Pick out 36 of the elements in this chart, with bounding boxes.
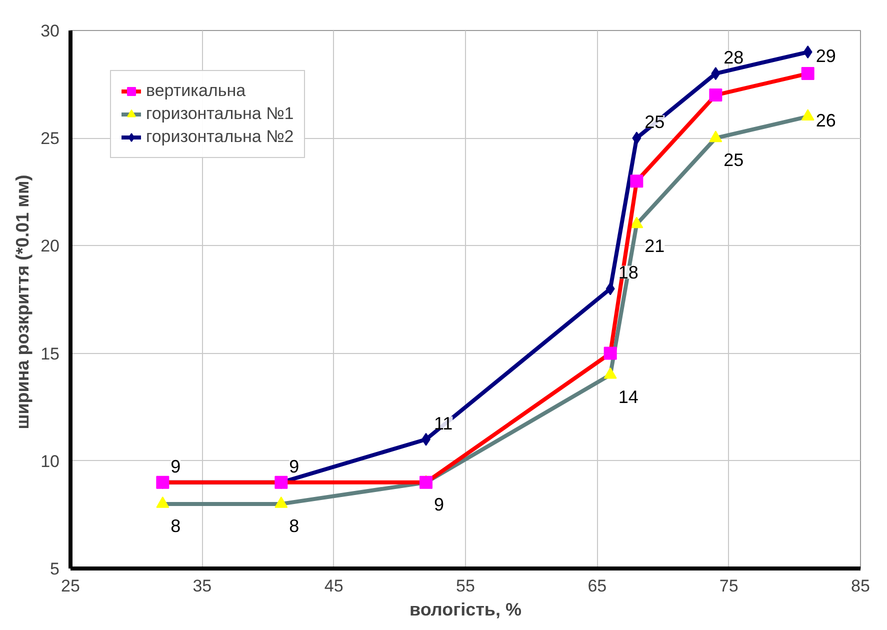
data-label: 8 [170, 516, 181, 536]
point [711, 67, 720, 80]
point [606, 282, 615, 296]
data-label: 25 [644, 112, 665, 132]
point [803, 46, 812, 59]
data-label: 9 [289, 456, 300, 476]
legend-label: вертикальна [146, 81, 246, 101]
y-tick-label: 5 [50, 560, 60, 578]
x-tick-label: 75 [719, 576, 738, 596]
y-tick-label: 30 [40, 22, 60, 40]
data-label: 11 [434, 413, 453, 434]
data-label: 8 [289, 516, 300, 536]
data-label: 21 [644, 236, 665, 256]
y-tick-label: 10 [40, 452, 60, 471]
data-label: 28 [724, 48, 744, 68]
x-tick-label: 35 [192, 576, 212, 596]
data-label: 25 [724, 150, 744, 170]
x-tick-label: 65 [588, 576, 607, 596]
data-label: 26 [816, 110, 836, 131]
data-label: 9 [434, 494, 444, 514]
y-axis-title: ширина розкриття (*0.01 мм) [12, 174, 33, 430]
data-label: 14 [618, 386, 638, 407]
y-tick-label: 15 [40, 344, 60, 364]
x-tick-label: 45 [324, 576, 344, 596]
data-label: 29 [816, 46, 836, 66]
data-label: 9 [170, 456, 181, 476]
x-tick-label: 85 [851, 576, 870, 596]
legend-label: горизонтальна №2 [146, 127, 294, 147]
legend-label: горизонтальна №1 [146, 104, 294, 124]
point [632, 132, 642, 145]
y-tick-label: 25 [40, 129, 60, 148]
x-axis-title: вологість, % [410, 600, 522, 620]
x-tick-label: 25 [61, 576, 80, 596]
data-label: 18 [618, 262, 638, 283]
y-tick-label: 20 [40, 236, 60, 256]
x-tick-label: 55 [456, 576, 475, 596]
